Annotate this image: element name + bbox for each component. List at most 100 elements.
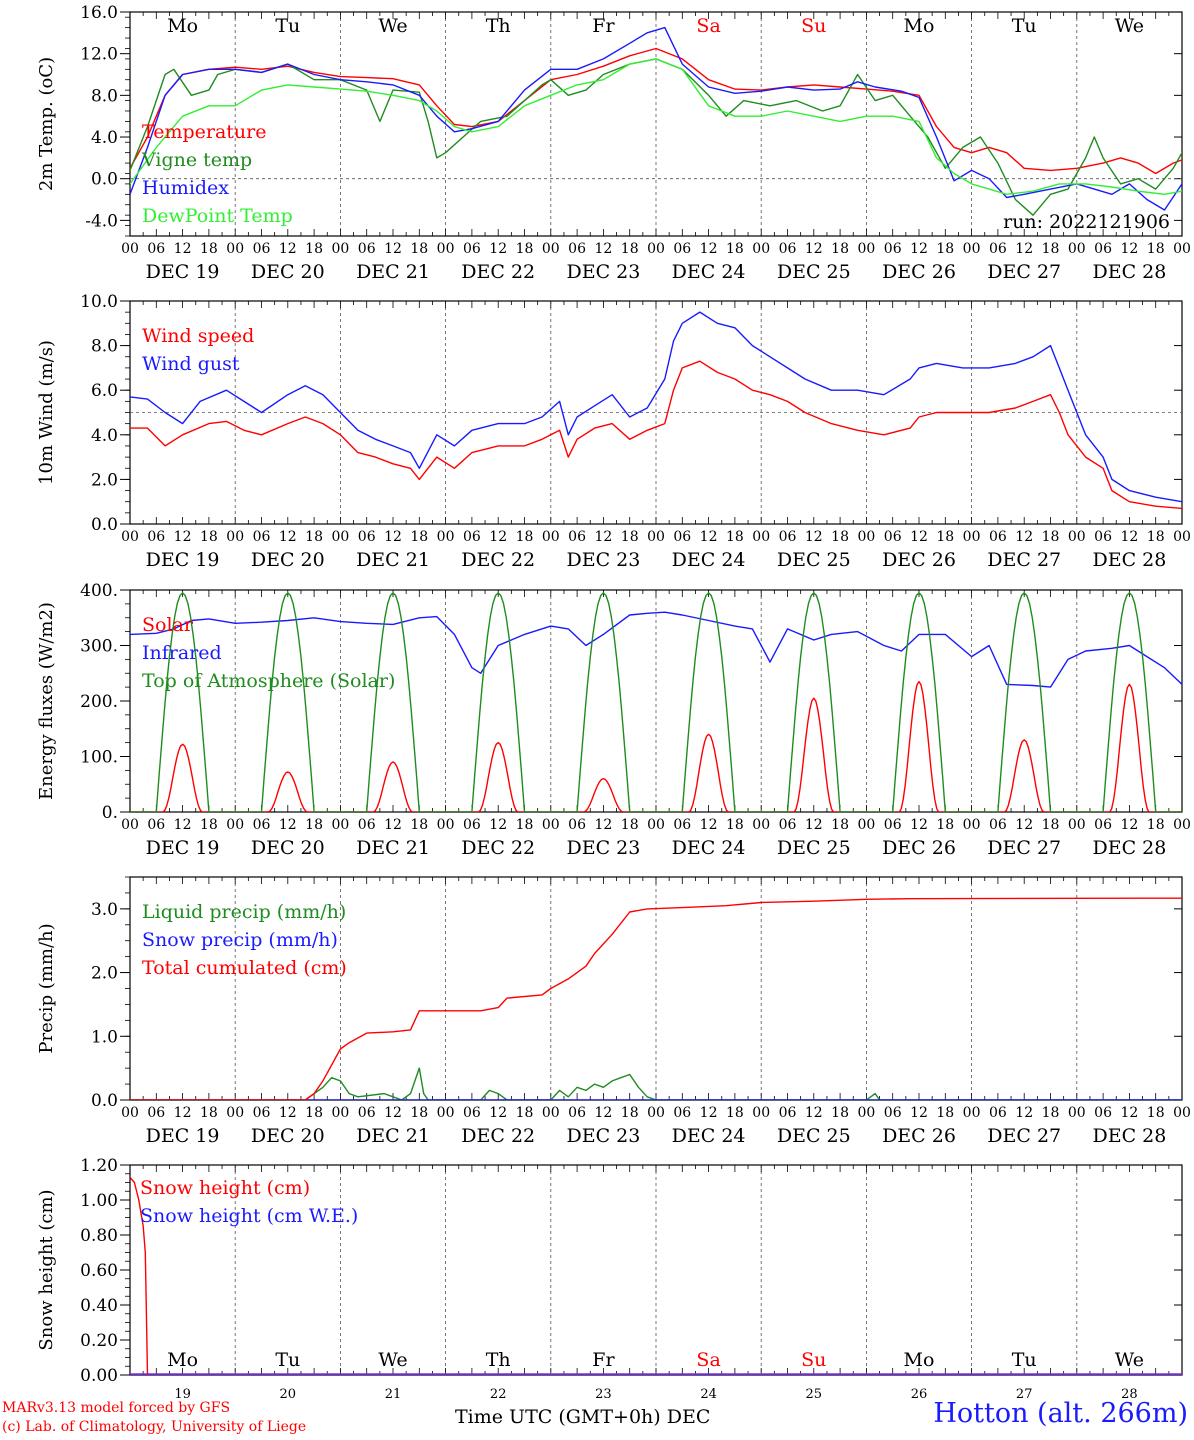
hour-label: 06 <box>147 1105 165 1121</box>
hour-label: 06 <box>989 1105 1007 1121</box>
run-label: run: 2022121906 <box>1003 211 1170 233</box>
panel-1: -4.0 0.0 4.0 8.0 12.0 16.0 2m Temp. (oC) Temper… <box>36 3 1191 283</box>
panel-2: 0.0 2.0 4.0 6.0 8.0 10.0 10m Wind (m/s) Wind sp… <box>36 292 1191 571</box>
y-tick-label: 8.0 <box>91 337 118 357</box>
date-label: DEC 28 <box>1092 261 1166 283</box>
date-label: DEC 23 <box>566 261 640 283</box>
date-label: DEC 21 <box>356 549 430 571</box>
hour-label: 12 <box>1120 817 1138 833</box>
hour-label: 12 <box>1015 1105 1033 1121</box>
weekday-label-top: Su <box>801 15 826 37</box>
hour-label: 12 <box>174 529 192 545</box>
day-number-label: 27 <box>1016 1387 1033 1402</box>
hour-label: 06 <box>463 529 481 545</box>
legend-entry: Snow height (cm) <box>140 1177 310 1199</box>
hour-label: 18 <box>831 1105 849 1121</box>
hour-label: 12 <box>1120 1105 1138 1121</box>
hour-label: 12 <box>910 241 928 257</box>
hour-label: 06 <box>884 241 902 257</box>
hour-label: 06 <box>253 241 271 257</box>
hour-label: 06 <box>358 529 376 545</box>
hour-label: 18 <box>726 241 744 257</box>
hour-label: 12 <box>805 817 823 833</box>
series-group <box>130 26 1182 216</box>
hour-label: 18 <box>621 241 639 257</box>
y-tick-label: 0.0 <box>91 515 118 535</box>
hour-label: 06 <box>989 817 1007 833</box>
weekday-label-top: We <box>378 15 407 37</box>
hour-label: 12 <box>805 241 823 257</box>
hour-label: 18 <box>305 529 323 545</box>
legend-entry: Wind gust <box>142 353 240 375</box>
date-label: DEC 27 <box>987 837 1061 859</box>
hour-label: 00 <box>647 817 665 833</box>
series-group <box>130 897 1182 1100</box>
hour-label: 00 <box>963 817 981 833</box>
weekday-label-bottom: Tu <box>1012 1349 1037 1371</box>
hour-label: 12 <box>384 1105 402 1121</box>
series-line-top-of-atmosphere-solar- <box>130 592 1182 812</box>
hour-label: 12 <box>384 529 402 545</box>
date-label: DEC 20 <box>251 261 325 283</box>
series-group <box>130 1176 1182 1375</box>
series-line-solar <box>130 680 1182 812</box>
hour-label: 12 <box>1015 241 1033 257</box>
date-label: DEC 23 <box>566 1125 640 1147</box>
hour-label: 12 <box>805 1105 823 1121</box>
date-label: DEC 28 <box>1092 549 1166 571</box>
legend-entry: Top of Atmosphere (Solar) <box>142 670 395 692</box>
date-label: DEC 20 <box>251 837 325 859</box>
legend-entry: Total cumulated (cm) <box>142 957 347 979</box>
hour-label: 00 <box>647 1105 665 1121</box>
hour-label: 18 <box>516 529 534 545</box>
series-line-liquid-precip-mm-h- <box>130 1067 1182 1100</box>
hour-label: 06 <box>779 817 797 833</box>
date-label: DEC 25 <box>777 549 851 571</box>
weekday-label-bottom: Fr <box>592 1349 615 1371</box>
date-label: DEC 20 <box>251 1125 325 1147</box>
panel-5: 0.00 0.20 0.40 0.60 0.80 1.00 1.20 Snow height … <box>36 1156 1183 1386</box>
hour-label: 18 <box>1042 529 1060 545</box>
hour-label: 00 <box>437 529 455 545</box>
hour-label: 12 <box>174 1105 192 1121</box>
y-axis-label: 10m Wind (m/s) <box>36 340 57 485</box>
weekday-label-top: Mo <box>904 15 935 37</box>
date-label: DEC 22 <box>461 1125 535 1147</box>
hour-label: 18 <box>200 529 218 545</box>
hour-label: 06 <box>779 241 797 257</box>
hour-label: 00 <box>1068 817 1086 833</box>
hour-label: 06 <box>253 529 271 545</box>
y-tick-label: 0. <box>102 803 118 823</box>
hour-label: 18 <box>726 529 744 545</box>
date-label: DEC 28 <box>1092 1125 1166 1147</box>
hour-label: 18 <box>831 241 849 257</box>
hour-label: 00 <box>857 817 875 833</box>
hour-label: 06 <box>884 817 902 833</box>
hour-label: 18 <box>831 529 849 545</box>
hour-label: 00 <box>1068 1105 1086 1121</box>
hour-label: 06 <box>884 529 902 545</box>
hour-label: 00 <box>1173 241 1191 257</box>
hour-label: 06 <box>147 817 165 833</box>
hour-label: 00 <box>752 817 770 833</box>
hour-label: 18 <box>1147 817 1165 833</box>
hour-label: 12 <box>700 817 718 833</box>
hour-label: 00 <box>963 1105 981 1121</box>
y-tick-label: 2.0 <box>91 470 118 490</box>
hour-label: 18 <box>621 529 639 545</box>
y-tick-label: 300. <box>80 637 118 657</box>
y-tick-label: 0.80 <box>80 1226 118 1246</box>
date-label: DEC 26 <box>882 261 956 283</box>
hour-label: 06 <box>989 241 1007 257</box>
hour-label: 00 <box>542 529 560 545</box>
hour-label: 18 <box>410 1105 428 1121</box>
date-label: DEC 19 <box>146 549 220 571</box>
date-label: DEC 26 <box>882 837 956 859</box>
hour-label: 18 <box>516 1105 534 1121</box>
hour-label: 00 <box>857 1105 875 1121</box>
weekday-label-bottom: Th <box>486 1349 511 1371</box>
hour-label: 18 <box>200 1105 218 1121</box>
y-tick-label: 16.0 <box>80 3 118 23</box>
series-group <box>130 592 1182 812</box>
date-label: DEC 28 <box>1092 837 1166 859</box>
